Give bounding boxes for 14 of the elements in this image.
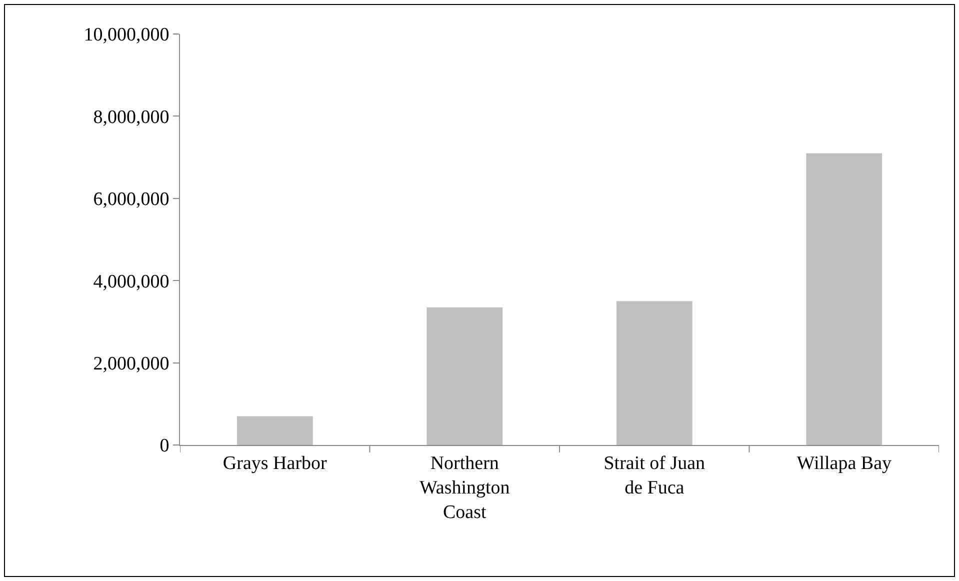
bar [426,307,503,445]
y-tick-label: 10,000,000 [84,24,170,46]
x-tick-label: Grays Harbor [222,452,328,474]
bar [616,301,692,445]
bar [236,416,313,445]
y-tick-label: 2,000,000 [93,353,170,374]
y-tick-label: 6,000,000 [93,189,170,210]
y-tick-label: 4,000,000 [93,271,170,292]
y-tick-label: 0 [160,436,170,457]
bar [806,153,882,445]
x-tick-label: Strait of Juan de Fuca [604,452,706,498]
y-tick-label: 8,000,000 [93,106,170,128]
x-tick-label: Northern Washington Coast [419,452,510,524]
x-tick-label: Willapa Bay [796,452,892,474]
